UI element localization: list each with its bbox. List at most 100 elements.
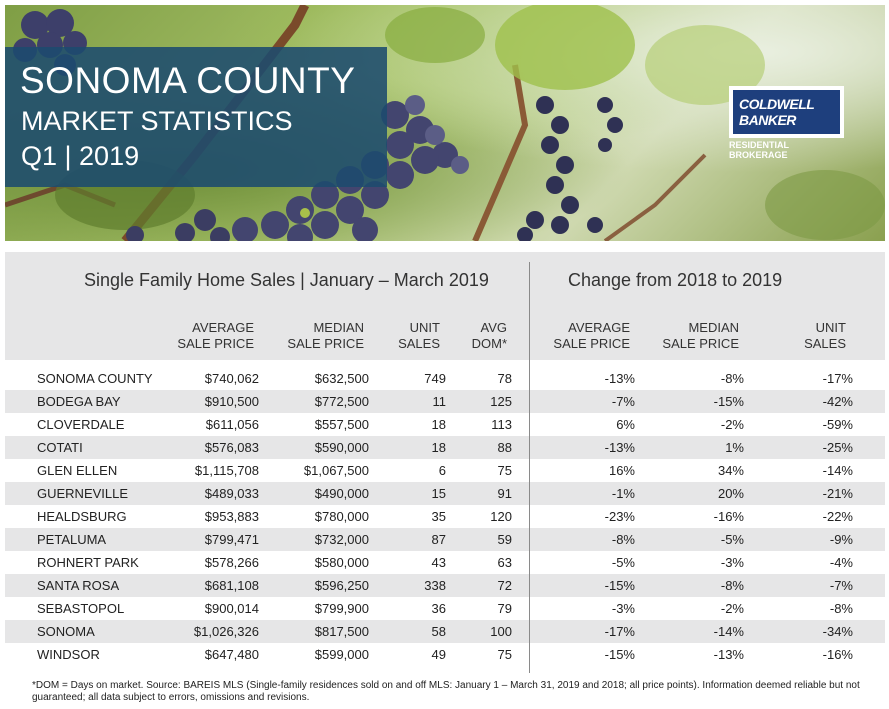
col-median-sale-price: MEDIAN SALE PRICE	[287, 320, 364, 352]
col-label-line1: AVG	[480, 320, 508, 335]
area-name: BODEGA BAY	[37, 394, 121, 409]
table-row: BODEGA BAY $910,500 $772,500 11 125 -7% …	[5, 390, 885, 413]
col-label-line1: AVERAGE	[568, 320, 630, 335]
change-avg-sale-price: -17%	[604, 624, 635, 639]
change-heading: Change from 2018 to 2019	[568, 270, 783, 290]
area-name: GLEN ELLEN	[37, 463, 118, 478]
area-name: SANTA ROSA	[37, 578, 120, 593]
col-change-median-sale-price: MEDIAN SALE PRICE	[662, 320, 739, 352]
col-label-line2: SALES	[398, 336, 440, 351]
change-median-sale-price: -8%	[720, 578, 744, 593]
median-sale-price: $580,000	[314, 555, 369, 570]
col-label-line2: SALE PRICE	[553, 336, 630, 351]
avg-dom: 88	[497, 440, 512, 455]
area-name: ROHNERT PARK	[37, 555, 139, 570]
avg-sale-price: $953,883	[204, 509, 259, 524]
change-unit-sales: -17%	[822, 371, 853, 386]
change-median-sale-price: -3%	[720, 555, 744, 570]
unit-sales: 18	[431, 417, 446, 432]
col-avg-dom: AVG DOM*	[472, 320, 507, 352]
area-name: WINDSOR	[37, 647, 100, 662]
change-unit-sales: -21%	[822, 486, 853, 501]
avg-sale-price: $910,500	[204, 394, 259, 409]
area-name: GUERNEVILLE	[37, 486, 129, 501]
footnote: *DOM = Days on market. Source: BAREIS ML…	[32, 680, 860, 703]
median-sale-price: $817,500	[314, 624, 369, 639]
avg-dom: 72	[497, 578, 512, 593]
change-median-sale-price: -15%	[713, 394, 744, 409]
unit-sales: 18	[431, 440, 446, 455]
area-name: HEALDSBURG	[37, 509, 127, 524]
change-median-sale-price: 20%	[717, 486, 744, 501]
table-row: WINDSOR $647,480 $599,000 49 75 -15% -13…	[5, 643, 885, 666]
avg-dom: 113	[491, 417, 512, 432]
table-row: SONOMA $1,026,326 $817,500 58 100 -17% -…	[5, 620, 885, 643]
change-unit-sales: -9%	[829, 532, 853, 547]
area-name: SONOMA COUNTY	[37, 371, 153, 386]
table-row: SEBASTOPOL $900,014 $799,900 36 79 -3% -…	[5, 597, 885, 620]
unit-sales: 49	[431, 647, 446, 662]
logo-line2: BANKER	[739, 112, 796, 128]
unit-sales: 11	[432, 394, 447, 409]
avg-sale-price: $799,471	[204, 532, 259, 547]
change-unit-sales: -14%	[822, 463, 853, 478]
avg-sale-price: $647,480	[204, 647, 259, 662]
change-avg-sale-price: -15%	[604, 578, 635, 593]
col-label-line1: UNIT	[815, 320, 846, 335]
logo-panel: COLDWELL BANKER	[733, 90, 840, 134]
logo-line1: COLDWELL	[739, 96, 815, 112]
unit-sales: 749	[424, 371, 446, 386]
unit-sales: 43	[431, 555, 446, 570]
change-avg-sale-price: -13%	[604, 371, 635, 386]
change-unit-sales: -34%	[822, 624, 853, 639]
change-median-sale-price: -16%	[713, 509, 744, 524]
period-label: Q1 | 2019	[21, 141, 140, 171]
change-avg-sale-price: -5%	[611, 555, 635, 570]
table-body: SONOMA COUNTY $740,062 $632,500 749 78 -…	[5, 367, 885, 666]
logo-tagline: RESIDENTIAL BROKERAGE	[729, 140, 789, 160]
median-sale-price: $557,500	[314, 417, 369, 432]
avg-dom: 100	[490, 624, 512, 639]
col-label-line2: SALES	[804, 336, 846, 351]
change-unit-sales: -25%	[822, 440, 853, 455]
unit-sales: 338	[424, 578, 446, 593]
avg-sale-price: $740,062	[204, 371, 259, 386]
avg-sale-price: $578,266	[204, 555, 259, 570]
avg-sale-price: $489,033	[204, 486, 259, 501]
avg-sale-price: $611,056	[205, 417, 259, 432]
col-unit-sales: UNIT SALES	[398, 320, 440, 352]
avg-sale-price: $576,083	[204, 440, 259, 455]
change-unit-sales: -16%	[822, 647, 853, 662]
change-avg-sale-price: -8%	[611, 532, 635, 547]
median-sale-price: $490,000	[314, 486, 369, 501]
change-median-sale-price: -2%	[720, 417, 744, 432]
logo-wordmark: COLDWELL BANKER	[739, 96, 815, 128]
title-banner	[5, 47, 387, 187]
change-median-sale-price: -13%	[713, 647, 744, 662]
avg-dom: 63	[497, 555, 512, 570]
change-avg-sale-price: 6%	[616, 417, 635, 432]
table-row: ROHNERT PARK $578,266 $580,000 43 63 -5%…	[5, 551, 885, 574]
col-label-line1: MEDIAN	[688, 320, 739, 335]
change-median-sale-price: -5%	[720, 532, 744, 547]
change-median-sale-price: 1%	[725, 440, 744, 455]
area-name: COTATI	[37, 440, 83, 455]
table-row: CLOVERDALE $611,056 $557,500 18 113 6% -…	[5, 413, 885, 436]
median-sale-price: $732,000	[314, 532, 369, 547]
change-avg-sale-price: -7%	[611, 394, 635, 409]
change-median-sale-price: -8%	[720, 371, 744, 386]
area-name: SEBASTOPOL	[37, 601, 125, 616]
unit-sales: 58	[431, 624, 446, 639]
unit-sales: 15	[431, 486, 446, 501]
avg-sale-price: $1,115,708	[194, 463, 259, 478]
avg-dom: 75	[497, 647, 512, 662]
change-unit-sales: -59%	[822, 417, 853, 432]
change-unit-sales: -42%	[822, 394, 853, 409]
avg-sale-price: $681,108	[204, 578, 259, 593]
unit-sales: 36	[431, 601, 446, 616]
column-divider	[529, 262, 530, 673]
table-row: GUERNEVILLE $489,033 $490,000 15 91 -1% …	[5, 482, 885, 505]
col-label-line1: MEDIAN	[313, 320, 364, 335]
col-label-line2: DOM*	[471, 336, 507, 351]
page-title: SONOMA COUNTY	[20, 60, 356, 101]
